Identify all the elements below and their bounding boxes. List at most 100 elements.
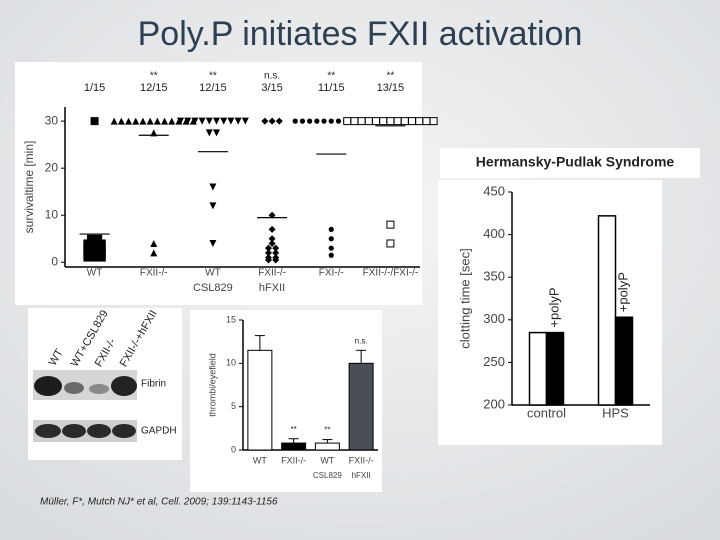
point bbox=[268, 225, 276, 233]
point bbox=[209, 239, 217, 247]
point bbox=[168, 117, 176, 125]
survival-label: 1/15 bbox=[84, 82, 105, 94]
point bbox=[264, 256, 272, 264]
point bbox=[213, 117, 221, 125]
annotation: ** bbox=[209, 71, 217, 82]
point bbox=[234, 117, 242, 125]
point bbox=[415, 117, 424, 126]
annotation: ** bbox=[150, 71, 158, 82]
point bbox=[408, 117, 417, 126]
point bbox=[132, 117, 140, 125]
point bbox=[299, 118, 306, 124]
point bbox=[205, 117, 213, 125]
annotation: ** bbox=[324, 426, 330, 435]
y-tick-label: 350 bbox=[483, 269, 505, 284]
point bbox=[386, 220, 395, 229]
bar bbox=[528, 331, 548, 406]
survival-label: 11/15 bbox=[318, 82, 345, 94]
point bbox=[328, 226, 334, 232]
point bbox=[328, 252, 334, 258]
point bbox=[220, 117, 228, 125]
point bbox=[268, 235, 276, 243]
bar bbox=[348, 362, 374, 451]
point bbox=[379, 117, 388, 126]
point bbox=[429, 117, 438, 126]
annotation: ** bbox=[387, 71, 395, 82]
survival-label: 12/15 bbox=[199, 82, 227, 94]
point bbox=[150, 129, 158, 137]
slide-title: Poly.P initiates FXII activation bbox=[138, 15, 583, 53]
bar bbox=[281, 442, 307, 451]
y-tick-label: 250 bbox=[483, 354, 505, 369]
point bbox=[393, 117, 402, 126]
y-tick-label: 0 bbox=[231, 444, 236, 454]
panel bbox=[440, 148, 700, 178]
x-tick-sublabel: hFXII bbox=[352, 471, 371, 480]
point bbox=[227, 117, 235, 125]
point bbox=[268, 239, 276, 247]
annotation: ** bbox=[291, 425, 297, 434]
survival-label: 3/15 bbox=[261, 82, 282, 94]
point bbox=[268, 117, 276, 125]
point bbox=[335, 118, 342, 124]
point bbox=[264, 244, 272, 252]
bar bbox=[247, 349, 273, 451]
point bbox=[264, 249, 272, 257]
band bbox=[89, 384, 109, 394]
x-tick-label: FXII-/- bbox=[281, 455, 306, 465]
point bbox=[110, 117, 118, 125]
point bbox=[275, 117, 283, 125]
chart-title: Hermansky-Pudlak Syndrome bbox=[476, 154, 675, 170]
point bbox=[357, 117, 366, 126]
point bbox=[400, 117, 409, 126]
x-tick-label: WT bbox=[87, 268, 103, 279]
y-tick-label: 5 bbox=[231, 401, 236, 411]
band bbox=[87, 424, 111, 438]
point bbox=[350, 117, 359, 126]
y-tick-label: 200 bbox=[483, 396, 505, 411]
citation: Müller, F*, Mutch NJ* et al, Cell. 2009;… bbox=[40, 497, 278, 508]
annotation: n.s. bbox=[355, 336, 368, 345]
y-axis-label: clotting time [sec] bbox=[457, 248, 472, 348]
point bbox=[241, 117, 249, 125]
panel bbox=[15, 62, 422, 305]
annotation: ** bbox=[327, 71, 335, 82]
x-tick-label: FXI-/- bbox=[319, 268, 344, 279]
point bbox=[364, 117, 373, 126]
point bbox=[422, 117, 431, 126]
point bbox=[205, 129, 213, 137]
y-tick-label: 300 bbox=[483, 311, 505, 326]
band bbox=[34, 376, 62, 396]
y-tick-label: 15 bbox=[226, 314, 236, 324]
bar bbox=[314, 442, 340, 451]
survival-label: 13/15 bbox=[377, 82, 405, 94]
band bbox=[62, 424, 86, 438]
x-tick-label: FXII-/-/FXI-/- bbox=[363, 268, 419, 279]
band-label: Fibrin bbox=[141, 379, 166, 390]
y-axis-label: survivaltime [min] bbox=[22, 141, 36, 234]
y-tick-label: 30 bbox=[45, 113, 59, 127]
point bbox=[146, 117, 154, 125]
point bbox=[161, 117, 169, 125]
y-tick-label: 0 bbox=[51, 254, 58, 268]
point bbox=[307, 118, 313, 124]
point bbox=[328, 236, 334, 242]
series-label: +polyP bbox=[546, 287, 561, 327]
band bbox=[111, 376, 137, 396]
point bbox=[272, 244, 280, 252]
annotation: n.s. bbox=[264, 71, 280, 82]
point bbox=[198, 117, 206, 125]
point bbox=[139, 117, 147, 125]
point bbox=[153, 117, 161, 125]
band bbox=[64, 382, 84, 394]
point bbox=[343, 117, 352, 126]
point bbox=[125, 117, 133, 125]
point bbox=[272, 256, 280, 264]
y-tick-label: 10 bbox=[226, 358, 236, 368]
x-tick-label: HPS bbox=[602, 405, 629, 420]
point bbox=[328, 245, 334, 251]
point bbox=[150, 249, 158, 257]
point bbox=[314, 118, 320, 124]
